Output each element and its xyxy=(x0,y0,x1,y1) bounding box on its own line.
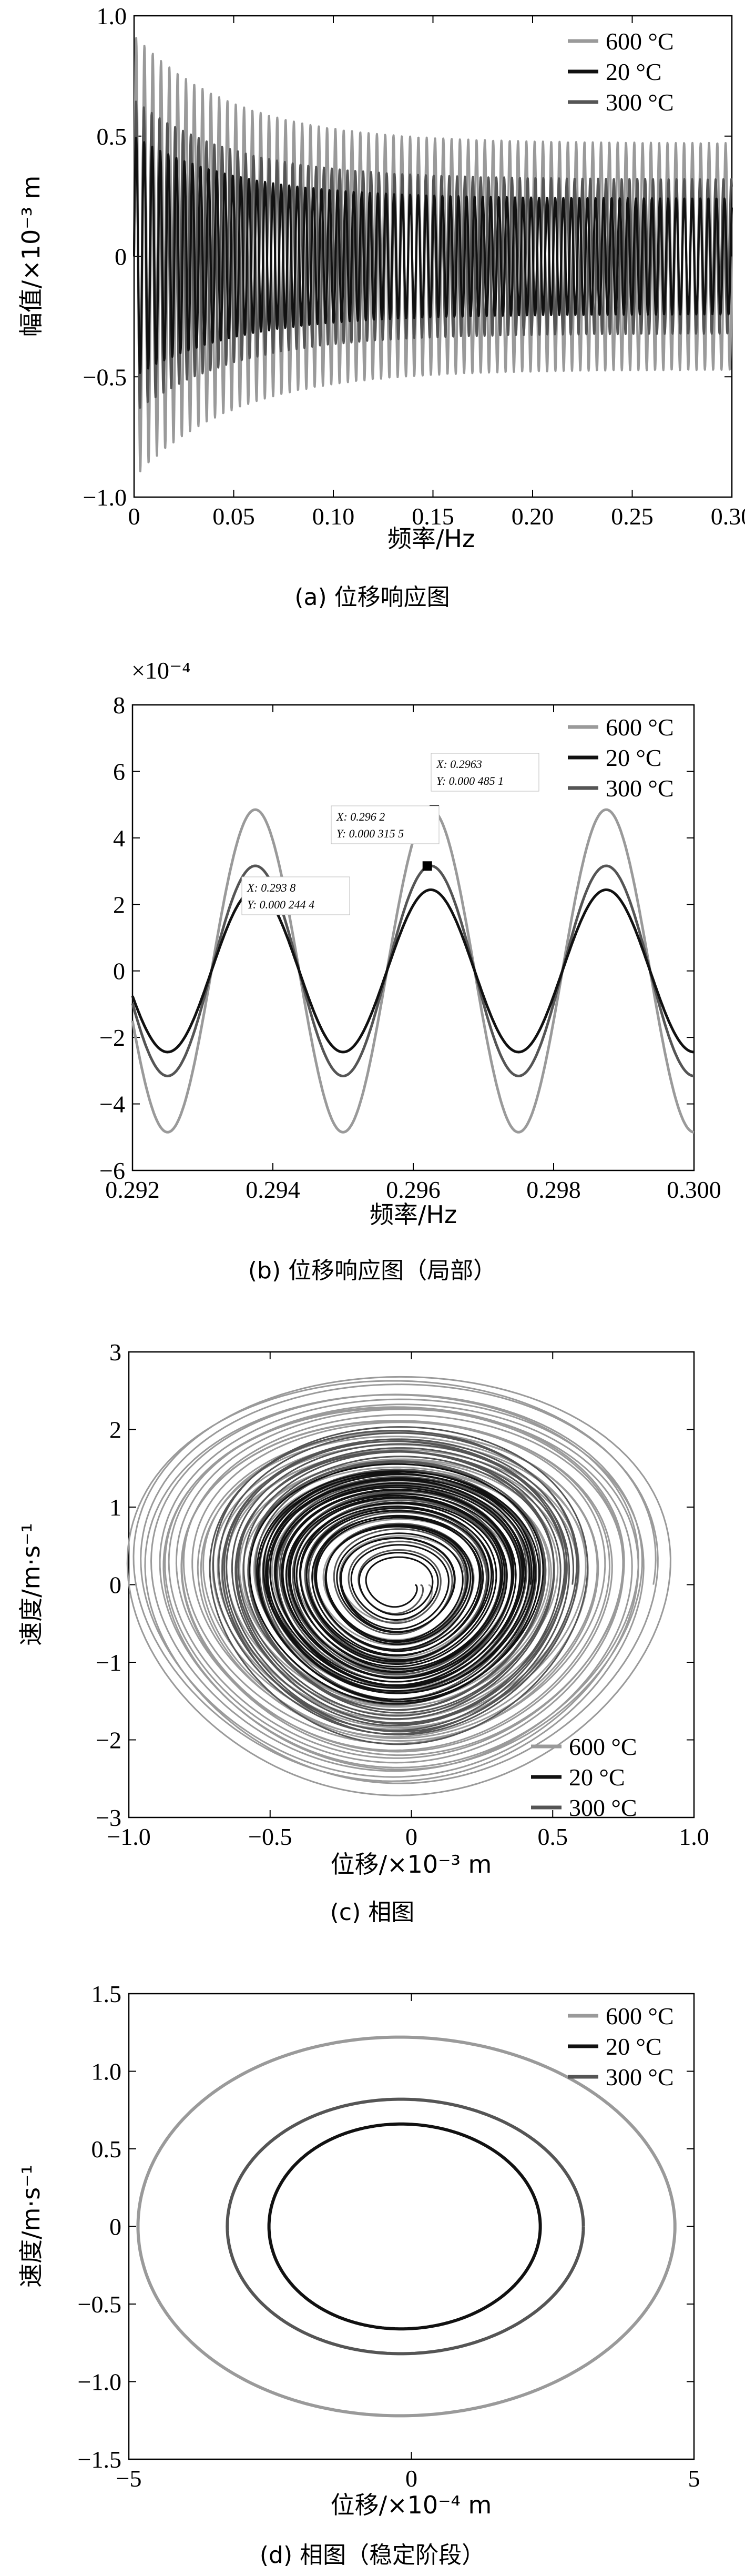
chart-b-annotation-x: X: 0.293 8 xyxy=(247,881,295,894)
chart-d-ytick-label: 1.5 xyxy=(91,1981,122,2007)
chart-b-ytick-label: 0 xyxy=(113,958,125,985)
chart-c-xtick-label: 0 xyxy=(405,1823,417,1850)
chart-b-annotation-box xyxy=(241,876,350,915)
chart-d-caption: (d) 相图（稳定阶段） xyxy=(260,2542,485,2569)
chart-b-series-line xyxy=(131,888,695,1054)
chart-c-series-line xyxy=(249,1463,544,1705)
chart-d-ytick-label: −0.5 xyxy=(78,2291,121,2318)
chart-c-xtick-label: −1.0 xyxy=(107,1823,150,1850)
chart-b-ytick-label: −4 xyxy=(99,1091,125,1118)
chart-b-xlabel: 频率/Hz xyxy=(370,1200,457,1229)
chart-c-ytick-label: −1 xyxy=(96,1649,121,1676)
chart-a-xtick-label: 0.05 xyxy=(212,503,255,530)
chart-b-series-line xyxy=(131,808,695,1134)
chart-d-series-line xyxy=(226,2097,585,2356)
chart-b-annotation-marker xyxy=(422,861,432,871)
chart-c-legend-label: 600 °C xyxy=(569,1733,637,1760)
chart-c-legend-label: 300 °C xyxy=(569,1794,637,1821)
chart-a-legend-label: 600 °C xyxy=(606,28,674,55)
chart-a-ytick-label: 1.0 xyxy=(97,3,127,29)
chart-d-legend-label: 300 °C xyxy=(606,2064,674,2090)
chart-b-ytick-label: 2 xyxy=(113,891,125,918)
chart-a-caption: (a) 位移响应图 xyxy=(294,584,450,611)
chart-b-annotation-x: X: 0.2963 xyxy=(436,757,482,771)
chart-c-ytick-label: 1 xyxy=(109,1494,121,1521)
chart-c-xtick-label: −0.5 xyxy=(248,1823,292,1850)
chart-d-ytick-label: 0.5 xyxy=(91,2136,122,2163)
chart-a-ytick-label: 0.5 xyxy=(97,123,127,150)
chart-a-svg: 0 0.05 0.10 0.15 0.20 0.25 0.30 1.0 0.5 0 −0.5 −1.0… xyxy=(17,3,745,611)
chart-d-legend-label: 20 °C xyxy=(606,2033,662,2060)
chart-d-ylabel: 速度/m·s⁻¹ xyxy=(17,2165,45,2288)
chart-a-xlabel: 频率/Hz xyxy=(387,524,475,553)
chart-a-xtick-label: 0.15 xyxy=(412,503,454,530)
chart-c-ytick-label: 2 xyxy=(109,1417,121,1443)
chart-d-legend-label: 600 °C xyxy=(606,2003,674,2029)
chart-a-legend-label: 20 °C xyxy=(606,58,662,85)
chart-panel-b: 0.292 0.294 0.296 0.298 0.300 8 6 4 2 0 −2 −4 −6 ×10⁻… xyxy=(0,647,745,1294)
chart-b-annotation-y: Y: 0.000 485 1 xyxy=(436,774,504,787)
chart-c-xtick-label: 0.5 xyxy=(538,1823,568,1850)
chart-d-xtick-label: −5 xyxy=(116,2465,142,2492)
chart-b-xtick-label: 0.292 xyxy=(105,1176,160,1203)
chart-panel-c: −1.0 −0.5 0 0.5 1.0 3 2 1 0 −1 −2 −3 600 °C 20 °C 300 … xyxy=(0,1315,745,1936)
chart-panel-d: −5 0 5 1.5 1.0 0.5 0 −0.5 −1.0 −1.5 600 °C 20 °C 300… xyxy=(0,1978,745,2576)
chart-d-xtick-label: 0 xyxy=(405,2465,417,2492)
chart-a-xtick-label: 0.20 xyxy=(512,503,554,530)
chart-c-ytick-label: 0 xyxy=(109,1572,121,1599)
chart-b-xtick-label: 0.298 xyxy=(526,1176,581,1203)
chart-c-series-line xyxy=(209,1426,589,1745)
chart-b-ytick-label: −2 xyxy=(99,1024,125,1051)
chart-b-ytick-label: 4 xyxy=(113,825,125,852)
chart-c-xlabel: 位移/×10⁻³ m xyxy=(331,1850,492,1878)
chart-panel-a: 0 0.05 0.10 0.15 0.20 0.25 0.30 1.0 0.5 0 −0.5 −1.0… xyxy=(0,0,745,631)
chart-d-ytick-label: −1.5 xyxy=(78,2446,121,2473)
chart-b-ytick-label: −6 xyxy=(99,1157,125,1184)
chart-a-ytick-label: −0.5 xyxy=(83,363,127,390)
chart-a-xtick-label: 0.10 xyxy=(312,503,355,530)
chart-d-svg: −5 0 5 1.5 1.0 0.5 0 −0.5 −1.0 −1.5 600 °C 20 °C 300… xyxy=(17,1981,700,2569)
chart-b-legend-label: 600 °C xyxy=(606,714,674,741)
chart-d-ytick-label: 1.0 xyxy=(91,2058,122,2085)
chart-b-xtick-label: 0.294 xyxy=(246,1176,300,1203)
chart-b-series-line xyxy=(131,864,695,1077)
chart-a-ylabel: 幅值/×10⁻³ m xyxy=(17,176,45,337)
chart-b-ytick-label: 6 xyxy=(113,758,125,785)
chart-b-annotation-x: X: 0.296 2 xyxy=(336,810,385,823)
chart-d-series-line xyxy=(267,2122,542,2331)
chart-a-ytick-label: 0 xyxy=(115,244,127,270)
chart-c-xtick-label: 1.0 xyxy=(679,1823,709,1850)
chart-b-annotation-box xyxy=(431,753,539,792)
chart-a-ytick-label: −1.0 xyxy=(83,484,127,511)
chart-b-caption: (b) 位移响应图（局部） xyxy=(248,1257,496,1284)
chart-c-ytick-label: −2 xyxy=(96,1727,121,1754)
chart-c-ytick-label: −3 xyxy=(96,1804,121,1831)
chart-b-xtick-label: 0.300 xyxy=(667,1176,721,1203)
chart-b-annotation-y: Y: 0.000 244 4 xyxy=(247,898,314,911)
chart-a-xtick-label: 0.25 xyxy=(611,503,654,530)
chart-b-annotation-y: Y: 0.000 315 5 xyxy=(336,827,404,840)
chart-a-legend-label: 300 °C xyxy=(606,89,674,116)
chart-b-y-multiplier: ×10⁻⁴ xyxy=(131,657,190,684)
chart-c-svg: −1.0 −0.5 0 0.5 1.0 3 2 1 0 −1 −2 −3 600 °C 20 °C 300 … xyxy=(17,1339,709,1926)
chart-b-xtick-label: 0.296 xyxy=(386,1176,441,1203)
chart-b-legend-label: 20 °C xyxy=(606,744,662,771)
chart-b-svg: 0.292 0.294 0.296 0.298 0.300 8 6 4 2 0 −2 −4 −6 ×10⁻… xyxy=(99,657,721,1284)
chart-d-xtick-label: 5 xyxy=(688,2465,700,2492)
chart-d-series-line xyxy=(136,2035,677,2418)
chart-d-ytick-label: 0 xyxy=(109,2214,121,2240)
chart-b-ytick-label: 8 xyxy=(113,692,125,719)
chart-b-annotation-box xyxy=(331,805,440,844)
chart-d-ytick-label: −1.0 xyxy=(78,2369,121,2396)
chart-b-legend-label: 300 °C xyxy=(606,775,674,802)
chart-c-ytick-label: 3 xyxy=(109,1339,121,1366)
chart-c-ylabel: 速度/m·s⁻¹ xyxy=(17,1523,45,1646)
chart-a-xtick-label: 0 xyxy=(128,503,140,530)
chart-c-legend-label: 20 °C xyxy=(569,1764,625,1791)
chart-a-xtick-label: 0.30 xyxy=(711,503,745,530)
chart-d-xlabel: 位移/×10⁻⁴ m xyxy=(331,2491,492,2519)
chart-c-caption: (c) 相图 xyxy=(330,1899,415,1926)
chart-a-series-line xyxy=(133,136,733,374)
